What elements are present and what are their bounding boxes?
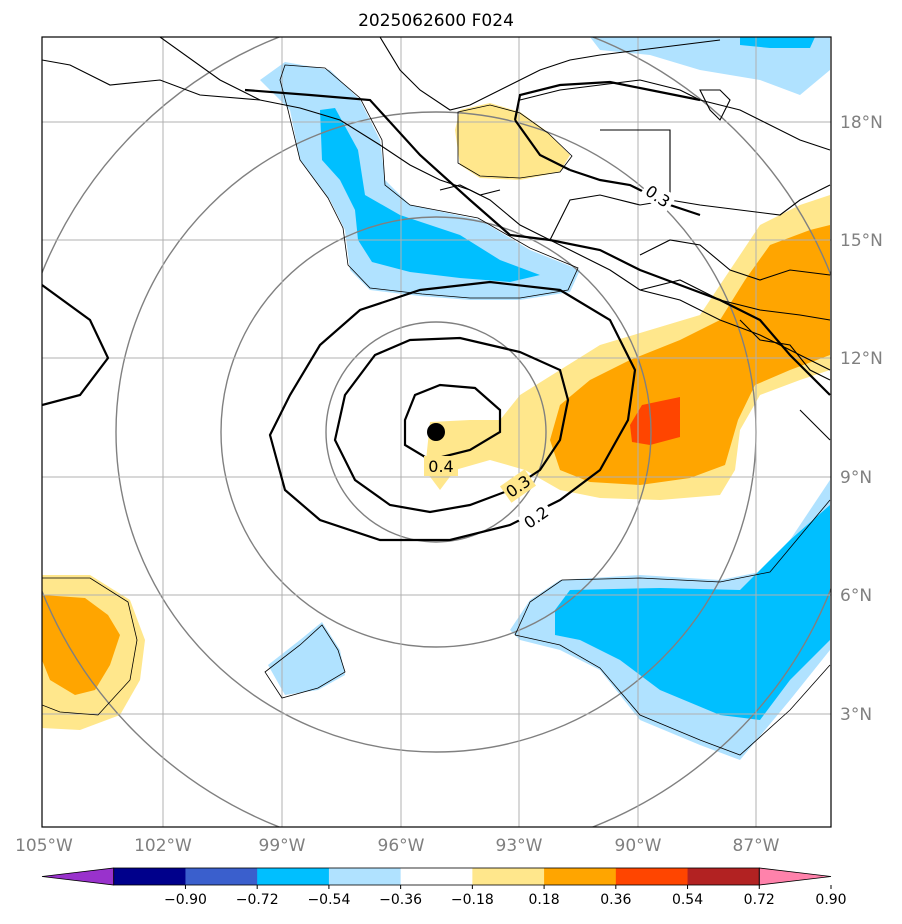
colorbar: −0.90 −0.72 −0.54 −0.36 −0.18 0.18 0.36 0.54 0.7… [41, 867, 847, 908]
colorbar-tick-label: 0.36 [600, 892, 631, 908]
lon-label: 99°W [259, 836, 306, 856]
lat-label: 15°N [840, 231, 883, 251]
negative-anomaly-medium [555, 505, 830, 720]
colorbar-segment [472, 868, 545, 885]
lat-label: 3°N [840, 705, 872, 725]
lon-label: 87°W [733, 836, 780, 856]
lon-label: 102°W [134, 836, 192, 856]
positive-anomaly-medium [42, 595, 120, 695]
figure-title: 2025062600 F024 [358, 11, 514, 31]
colorbar-segment [257, 868, 330, 885]
colorbar-segment [544, 868, 617, 885]
colorbar-segment [113, 868, 186, 885]
colorbar-tick-label: −0.90 [164, 892, 207, 908]
negative-anomaly-medium [740, 37, 815, 48]
colorbar-tick-label: −0.36 [379, 892, 422, 908]
negative-anomaly-medium [320, 108, 540, 282]
lat-label: 9°N [840, 468, 872, 488]
colorbar-tick-label: 0.18 [529, 892, 560, 908]
positive-anomaly-strong [630, 397, 680, 445]
colorbar-tick-label: −0.72 [236, 892, 279, 908]
lon-label: 105°W [15, 836, 73, 856]
negative-anomaly-light [268, 622, 345, 695]
colorbar-segment [400, 868, 473, 885]
lat-label: 12°N [840, 349, 883, 369]
positive-anomaly-medium [550, 225, 830, 485]
colorbar-tick-label: 0.72 [744, 892, 775, 908]
colorbar-tick-label: −0.18 [451, 892, 494, 908]
colorbar-extend-low [41, 867, 115, 886]
latitude-labels: 18°N 15°N 12°N 9°N 6°N 3°N [840, 113, 883, 725]
gridlines [42, 37, 831, 827]
map-area: 0.4 0.3 0.2 0.3 [42, 37, 831, 827]
colorbar-segment [185, 868, 258, 885]
lon-label: 90°W [615, 836, 662, 856]
longitude-labels: 105°W 102°W 99°W 96°W 93°W 90°W 87°W [15, 836, 780, 856]
colorbar-frame [113, 867, 760, 886]
storm-center-marker [427, 423, 445, 441]
lat-label: 18°N [840, 113, 883, 133]
colorbar-tick-label: 0.90 [815, 892, 846, 908]
lon-label: 96°W [378, 836, 425, 856]
lat-label: 6°N [840, 586, 872, 606]
negative-anomaly-light [590, 37, 830, 95]
contour-label: 0.4 [428, 457, 453, 476]
colorbar-tick-label: −0.54 [307, 892, 350, 908]
thin-contours [42, 64, 831, 756]
lon-label: 93°W [496, 836, 543, 856]
colorbar-segment [615, 868, 689, 885]
shading-layer [42, 37, 830, 760]
thick-contours [42, 80, 831, 542]
colorbar-tick-label: 0.54 [672, 892, 703, 908]
colorbar-segment [687, 868, 760, 885]
colorbar-extend-high [758, 867, 832, 886]
map-frame [41, 36, 832, 828]
colorbar-segment [328, 868, 402, 885]
